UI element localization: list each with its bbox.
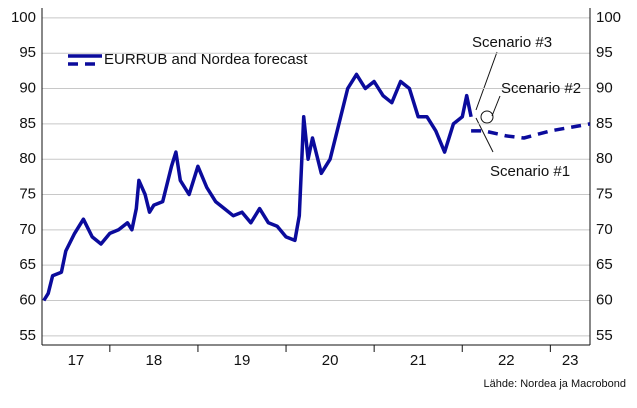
y-tick-label: 100 <box>11 9 36 26</box>
y2-tick-label: 100 <box>596 9 621 26</box>
x-tick-label: 17 <box>68 352 85 369</box>
series-line <box>471 122 591 140</box>
y-tick-label: 85 <box>19 115 36 132</box>
annotation: Scenario #1 <box>490 163 570 180</box>
x-tick-label: 18 <box>146 352 163 369</box>
source: Lähde: Nordea ja Macrobond <box>484 378 626 390</box>
y2-tick-label: 65 <box>596 256 613 273</box>
y-tick-label: 65 <box>19 256 36 273</box>
marker-circle <box>480 110 494 124</box>
x-tick-label: 22 <box>498 352 515 369</box>
legend-label: EURRUB and Nordea forecast <box>104 51 308 68</box>
y-tick-label: 70 <box>19 221 36 238</box>
y-tick-label: 90 <box>19 80 36 97</box>
x-tick-label: 23 <box>562 352 579 369</box>
x-tick-label: 20 <box>322 352 339 369</box>
series-line <box>42 72 473 302</box>
y-tick-label: 60 <box>19 291 36 308</box>
y2-tick-label: 60 <box>596 291 613 308</box>
y-tick-label: 95 <box>19 44 36 61</box>
y-tick-label: 75 <box>19 185 36 202</box>
y2-tick-label: 85 <box>596 115 613 132</box>
y2-tick-label: 90 <box>596 80 613 97</box>
y2-tick-label: 70 <box>596 221 613 238</box>
annotation: Scenario #3 <box>472 34 552 51</box>
y2-tick-label: 75 <box>596 185 613 202</box>
y2-tick-label: 80 <box>596 150 613 167</box>
annotation: Scenario #2 <box>501 80 581 97</box>
x-tick-label: 19 <box>234 352 251 369</box>
y-tick-label: 55 <box>19 327 36 344</box>
arrow <box>475 51 498 111</box>
arrow <box>491 95 501 117</box>
x-tick-label: 21 <box>410 352 427 369</box>
arrow <box>475 117 494 153</box>
y2-tick-label: 95 <box>596 44 613 61</box>
y-tick-label: 80 <box>19 150 36 167</box>
y2-tick-label: 55 <box>596 327 613 344</box>
